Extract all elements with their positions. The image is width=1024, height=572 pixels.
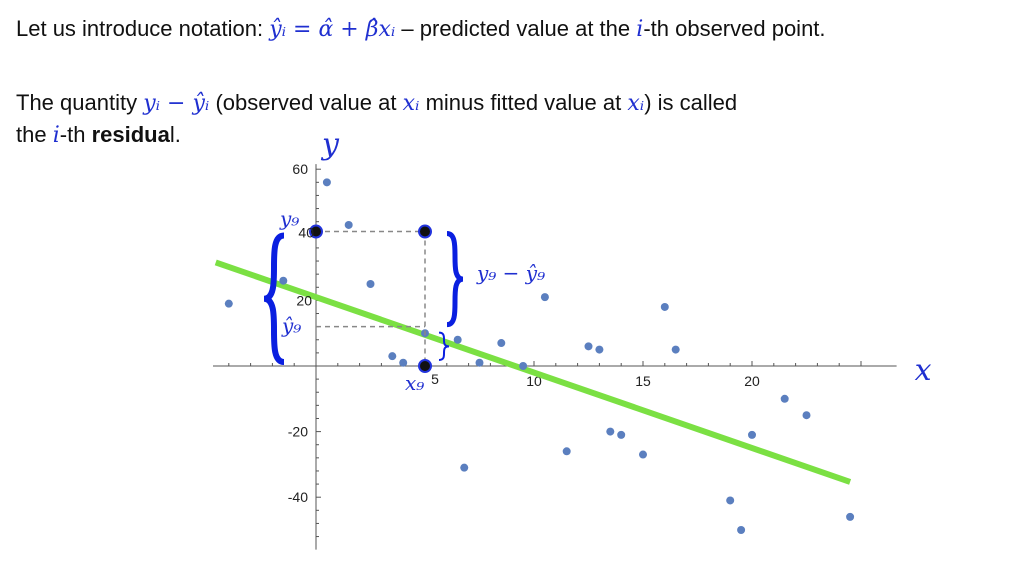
- notation-line: Let us introduce notation: ŷᵢ = α̂ + β̂x…: [16, 16, 826, 42]
- residual-mid2: minus fitted value at: [425, 90, 622, 115]
- data-point: [617, 430, 626, 439]
- y-tick-label: -40: [288, 489, 308, 505]
- data-point: [399, 358, 408, 367]
- data-point: [453, 335, 462, 344]
- data-point: [519, 362, 528, 370]
- definition-mid: -th: [59, 122, 86, 147]
- data-point: [562, 447, 571, 456]
- residual-end: ) is called: [644, 90, 738, 115]
- residual-mid: (observed value at: [215, 90, 397, 115]
- data-point: [671, 345, 680, 354]
- residual-definition-line: the i-th residual.: [16, 122, 181, 148]
- data-point: [366, 280, 375, 288]
- residual-prefix: The quantity: [16, 90, 138, 115]
- x9-axis-point: [418, 359, 432, 373]
- data-point: [540, 293, 549, 302]
- x-axis-label: x: [915, 353, 932, 388]
- notation-end: -th observed point.: [643, 16, 826, 41]
- y-tick-label: 60: [292, 161, 308, 177]
- data-point: [737, 526, 746, 534]
- index-i: i: [636, 17, 644, 42]
- y9-label: y₉: [279, 207, 299, 231]
- x-tick-label: 20: [744, 373, 760, 389]
- notation-suffix: – predicted value at the: [401, 16, 631, 41]
- data-point: [584, 342, 593, 351]
- data-point: [780, 394, 789, 403]
- data-point: [846, 512, 855, 521]
- y-tick-label-20: 20: [296, 292, 312, 308]
- y-axis-label: y: [320, 127, 340, 162]
- prediction-formula: ŷᵢ = α̂ + β̂xᵢ: [269, 17, 396, 42]
- data-point: [639, 450, 647, 459]
- data-point: [322, 178, 331, 187]
- residual-brace: [446, 231, 464, 328]
- fitted-brace: [438, 331, 450, 361]
- left-large-brace: [263, 232, 285, 365]
- data-point: [606, 427, 615, 436]
- residual-line: The quantity yᵢ − ŷᵢ (observed value at …: [16, 90, 737, 116]
- data-point: [802, 411, 811, 420]
- data-point: [344, 220, 353, 229]
- x-tick-label: 15: [635, 373, 651, 389]
- x-tick-label-5: 5: [431, 371, 439, 387]
- y-tick-label-40: 40: [298, 225, 314, 241]
- y9-axis-point: [309, 224, 323, 239]
- residual-term: residua: [91, 122, 170, 147]
- data-point: [224, 299, 233, 308]
- notation-prefix: Let us introduce notation:: [16, 16, 264, 41]
- data-point: [748, 430, 756, 439]
- data-point: [595, 345, 604, 354]
- data-point: [726, 496, 735, 505]
- y-tick-label: -20: [288, 424, 308, 440]
- xi-symbol-1: xᵢ: [402, 91, 420, 116]
- data-point: [660, 302, 669, 311]
- data-point: [497, 339, 506, 348]
- data-point: [460, 463, 469, 472]
- x9-label: x₉: [405, 371, 424, 395]
- xi-symbol-2: xᵢ: [627, 91, 645, 116]
- data-point: [279, 276, 288, 285]
- data-point: [388, 352, 397, 361]
- residual-label: y₉ − ŷ₉: [476, 261, 545, 285]
- data-point: [475, 358, 484, 367]
- regression-line: [214, 259, 852, 485]
- definition-end: l.: [169, 122, 181, 147]
- observed-point-9: [418, 224, 432, 239]
- residual-formula: yᵢ − ŷᵢ: [143, 91, 210, 116]
- definition-prefix: the: [16, 122, 47, 147]
- index-i-2: i: [52, 123, 60, 148]
- yhat9-label: ŷ₉: [281, 314, 301, 338]
